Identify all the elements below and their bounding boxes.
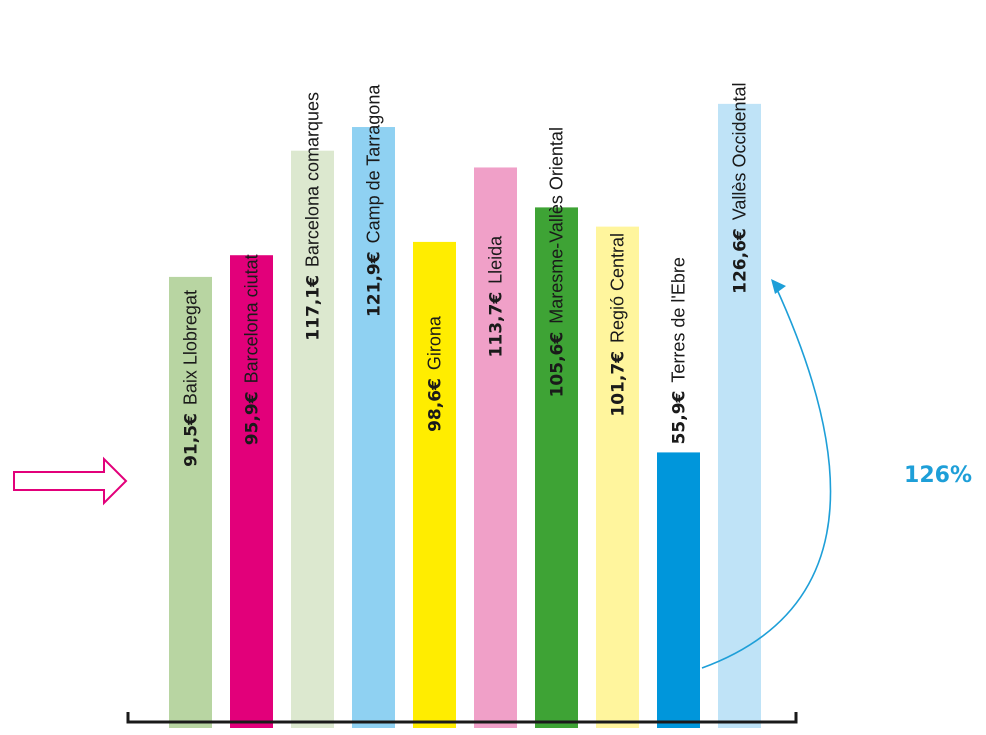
bar-5: [474, 167, 517, 729]
value-label: 101,7€: [609, 351, 629, 417]
bar-label-5: 113,7€ Lleida: [486, 235, 507, 358]
bar-8: [657, 452, 700, 728]
bar-7: [596, 226, 639, 728]
bars-group: [169, 103, 761, 729]
category-label: Baix Llobregat: [181, 290, 201, 405]
pointer-arrow-icon: [13, 456, 128, 506]
bar-6: [535, 207, 578, 729]
bar-0: [169, 276, 212, 728]
bar-4: [413, 241, 456, 729]
bar-label-4: 98,6€ Girona: [425, 315, 446, 432]
category-label: Terres de l'Ebre: [669, 257, 689, 383]
category-label: Lleida: [486, 235, 506, 284]
growth-arrow-curve: [701, 284, 832, 669]
category-label: Vallès Occidental: [730, 83, 750, 221]
value-label: 126,6€: [731, 228, 751, 294]
value-label: 91,5€: [182, 413, 202, 467]
bar-label-7: 101,7€ Regió Central: [608, 233, 629, 417]
category-label: Girona: [425, 315, 445, 370]
value-label: 98,6€: [426, 378, 446, 432]
bar-label-0: 91,5€ Baix Llobregat: [181, 290, 202, 467]
bar-3: [352, 127, 395, 728]
value-label: 117,1€: [304, 275, 324, 341]
category-label: Barcelona ciutat: [242, 254, 262, 383]
category-label: Regió Central: [608, 233, 628, 343]
bar-2: [291, 150, 334, 728]
bar-label-8: 55,9€ Terres de l'Ebre: [669, 257, 690, 444]
bar-label-1: 95,9€ Barcelona ciutat: [242, 254, 263, 445]
bar-label-2: 117,1€ Barcelona comarques: [303, 92, 324, 341]
bar-label-3: 121,9€ Camp de Tarragona: [364, 84, 385, 317]
bar-9: [718, 103, 761, 728]
value-label: 105,6€: [548, 332, 568, 398]
category-label: Camp de Tarragona: [364, 84, 384, 244]
value-label: 121,9€: [365, 251, 385, 317]
labels-group: 91,5€ Baix Llobregat 95,9€ Barcelona ciutat…: [181, 83, 751, 467]
growth-arrow-head-icon: [771, 279, 786, 294]
bar-label-9: 126,6€ Vallès Occidental: [730, 83, 751, 294]
category-label: Maresme-Vallès Oriental: [547, 127, 567, 324]
value-label: 55,9€: [670, 391, 690, 445]
growth-percentage-label: 126%: [904, 463, 972, 488]
bar-label-6: 105,6€ Maresme-Vallès Oriental: [547, 127, 568, 397]
value-label: 113,7€: [487, 292, 507, 358]
value-label: 95,9€: [243, 391, 263, 445]
bar-1: [230, 255, 273, 728]
x-axis-bracket: [126, 712, 798, 724]
category-label: Barcelona comarques: [303, 92, 323, 267]
